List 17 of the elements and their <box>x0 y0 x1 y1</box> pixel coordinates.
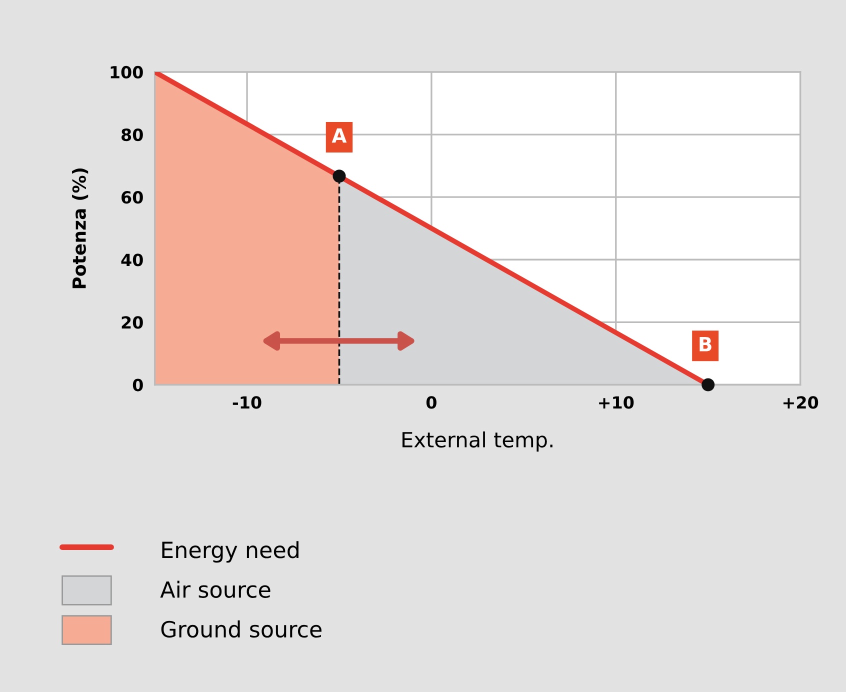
y-tick-label: 40 <box>121 254 143 266</box>
y-tick-label: 80 <box>122 128 143 142</box>
y-tick-label: 60 <box>122 191 143 204</box>
y-tick-label: 100 <box>110 66 143 79</box>
y-tick-label: 20 <box>122 316 143 329</box>
x-tick-label: +20 <box>784 396 818 409</box>
annotation: A <box>332 128 347 143</box>
x-axis-title: External temp. <box>402 431 552 452</box>
x-tick-label: +10 <box>599 396 634 409</box>
legend-label: Ground source <box>161 620 322 638</box>
legend-label: Energy need <box>162 541 298 563</box>
y-axis-title: Potenza (%) <box>72 168 88 288</box>
annotation: B <box>700 337 712 352</box>
legend-label: Air source <box>160 580 270 598</box>
y-tick-label: 0 <box>132 378 143 392</box>
x-tick-label: 0 <box>426 396 436 409</box>
x-tick-label: -10 <box>232 396 262 409</box>
